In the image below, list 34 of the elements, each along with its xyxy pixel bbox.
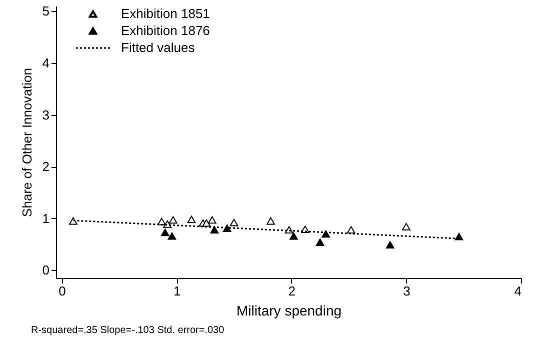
point [316,238,324,246]
point [289,232,298,240]
point [222,224,232,232]
x-tick-label: 0 [58,284,66,298]
x-tick-label: 4 [514,284,522,298]
y-tick-label: 3 [42,107,50,122]
x-tick-label: 1 [173,284,181,298]
legend-label: Exhibition 1851 [121,6,210,21]
point [202,219,211,227]
y-tick-label: 4 [42,55,50,70]
point [208,216,216,224]
text: R-squared=.35 Slope=-.103 Std. error=.030 [31,325,225,336]
point [402,223,410,230]
point [187,216,196,224]
y-tick-label: 2 [42,159,50,174]
point [230,218,238,226]
y-tick-label: 1 [42,210,50,226]
point [346,226,356,234]
point [454,232,464,240]
point [386,241,394,249]
point [210,226,219,234]
x-tick-label: 3 [403,284,410,298]
point [168,232,176,240]
point [266,217,275,225]
legend-label: Fitted values [121,40,196,55]
point [322,230,330,238]
x-axis-title: Military spending [236,302,342,318]
point [168,216,178,224]
legend-label: Exhibition 1876 [121,23,210,38]
y-tick-label: 0 [42,262,50,278]
point [160,228,170,236]
y-tick-label: 5 [42,4,50,19]
y-axis-title: Share of Other Innovation [19,68,34,217]
x-tick-label: 2 [288,284,296,298]
